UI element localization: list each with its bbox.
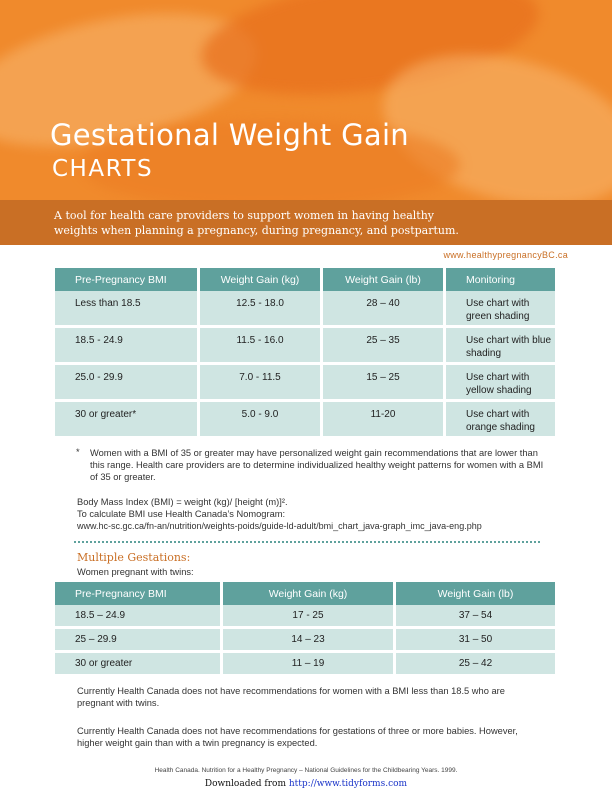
weight-gain-table: Pre-Pregnancy BMI Weight Gain (kg) Weigh… — [55, 268, 558, 439]
dotted-divider — [74, 541, 540, 543]
page-title: Gestational Weight Gain — [50, 118, 409, 152]
cell-lb: 37 – 54 — [394, 605, 558, 629]
col-header-monitoring: Monitoring — [444, 268, 558, 291]
cell-bmi: 18.5 - 24.9 — [55, 326, 200, 365]
twins-table: Pre-Pregnancy BMI Weight Gain (kg) Weigh… — [55, 582, 558, 677]
col-header-kg: Weight Gain (kg) — [198, 268, 323, 291]
cell-kg: 11.5 - 16.0 — [198, 326, 323, 365]
cell-lb: 28 – 40 — [321, 291, 446, 328]
footnote-marker: * — [76, 447, 80, 457]
header-image: Gestational Weight Gain CHARTS — [0, 0, 612, 200]
footnote: Women with a BMI of 35 or greater may ha… — [90, 448, 544, 482]
col-header-lb: Weight Gain (lb) — [394, 582, 558, 605]
cell-lb: 15 – 25 — [321, 363, 446, 402]
cell-lb: 11-20 — [321, 400, 446, 439]
website-link[interactable]: www.healthypregnancyBC.ca — [443, 250, 568, 260]
table-row: 18.5 – 24.9 17 - 25 37 – 54 — [55, 605, 558, 629]
cell-bmi: 18.5 – 24.9 — [55, 605, 223, 629]
table-header-row: Pre-Pregnancy BMI Weight Gain (kg) Weigh… — [55, 582, 558, 605]
cell-monitoring: Use chart with yellow shading — [444, 363, 558, 402]
table-row: 30 or greater 11 – 19 25 – 42 — [55, 651, 558, 677]
cell-bmi: Less than 18.5 — [55, 291, 200, 328]
cell-kg: 12.5 - 18.0 — [198, 291, 323, 328]
download-link[interactable]: http://www.tidyforms.com — [288, 779, 408, 789]
cell-bmi: 25.0 - 29.9 — [55, 363, 200, 402]
cell-kg: 5.0 - 9.0 — [198, 400, 323, 439]
source-citation: Health Canada. Nutrition for a Healthy P… — [154, 767, 458, 774]
table-row: 18.5 - 24.9 11.5 - 16.0 25 – 35 Use char… — [55, 326, 558, 365]
col-header-bmi: Pre-Pregnancy BMI — [55, 582, 223, 605]
nomogram-link[interactable]: www.hc-sc.gc.ca/fn-an/nutrition/weights-… — [77, 521, 482, 531]
download-prefix: Downloaded from — [204, 779, 286, 789]
col-header-kg: Weight Gain (kg) — [221, 582, 396, 605]
triplets-note: Currently Health Canada does not have re… — [77, 726, 518, 748]
cell-lb: 31 – 50 — [394, 627, 558, 653]
table-row: 25 – 29.9 14 – 23 31 – 50 — [55, 627, 558, 653]
twins-note: Currently Health Canada does not have re… — [77, 686, 505, 708]
cell-lb: 25 – 42 — [394, 651, 558, 677]
table-row: Less than 18.5 12.5 - 18.0 28 – 40 Use c… — [55, 291, 558, 328]
twins-intro: Women pregnant with twins: — [77, 567, 194, 577]
table-row: 30 or greater* 5.0 - 9.0 11-20 Use chart… — [55, 400, 558, 439]
cell-bmi: 30 or greater — [55, 651, 223, 677]
cell-monitoring: Use chart with green shading — [444, 291, 558, 328]
cell-lb: 25 – 35 — [321, 326, 446, 365]
cell-bmi: 30 or greater* — [55, 400, 200, 439]
table-header-row: Pre-Pregnancy BMI Weight Gain (kg) Weigh… — [55, 268, 558, 291]
multiple-gestations-heading: Multiple Gestations: — [77, 551, 191, 564]
cell-monitoring: Use chart with blue shading — [444, 326, 558, 365]
table-row: 25.0 - 29.9 7.0 - 11.5 15 – 25 Use chart… — [55, 363, 558, 402]
cell-monitoring: Use chart with orange shading — [444, 400, 558, 439]
col-header-bmi: Pre-Pregnancy BMI — [55, 268, 200, 291]
page-subtitle: CHARTS — [52, 156, 154, 182]
tagline: A tool for health care providers to supp… — [54, 209, 459, 237]
cell-kg: 14 – 23 — [221, 627, 396, 653]
download-credit: Downloaded from http://www.tidyforms.com — [0, 779, 612, 789]
bmi-calc-text: To calculate BMI use Health Canada’s Nom… — [77, 509, 286, 519]
cell-kg: 7.0 - 11.5 — [198, 363, 323, 402]
cell-bmi: 25 – 29.9 — [55, 627, 223, 653]
bmi-formula: Body Mass Index (BMI) = weight (kg)/ [he… — [77, 497, 288, 507]
cell-kg: 11 – 19 — [221, 651, 396, 677]
tagline-banner: A tool for health care providers to supp… — [0, 200, 612, 245]
cell-kg: 17 - 25 — [221, 605, 396, 629]
col-header-lb: Weight Gain (lb) — [321, 268, 446, 291]
